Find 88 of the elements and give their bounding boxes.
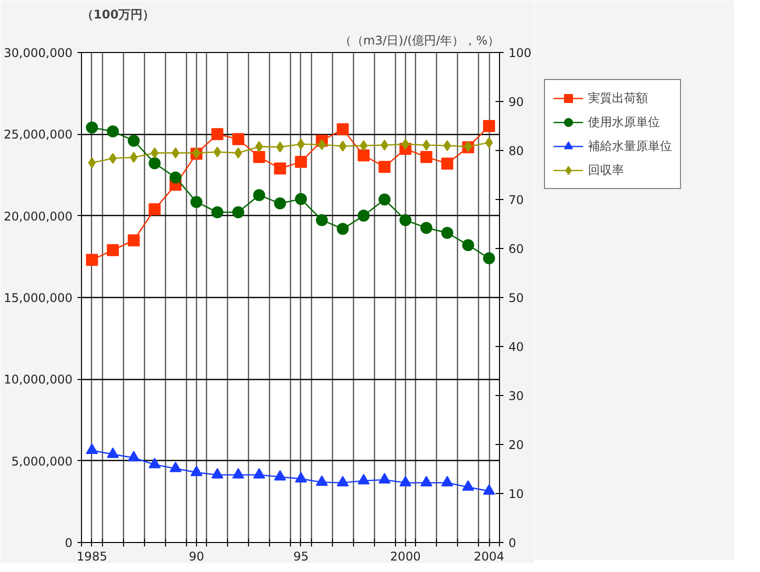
point — [399, 214, 412, 226]
x-tick-label: 2004 — [474, 550, 504, 564]
point — [170, 171, 182, 184]
point — [128, 134, 140, 147]
point — [148, 157, 161, 170]
point — [211, 128, 224, 140]
y2-tick-label: 20 — [508, 438, 524, 452]
point — [170, 462, 182, 472]
point — [190, 466, 202, 476]
x-tick-label: 95 — [293, 550, 309, 564]
point — [128, 450, 140, 462]
y-tick-label: 10,000,000 — [4, 372, 73, 387]
point — [234, 147, 242, 158]
point — [130, 152, 138, 163]
point — [378, 160, 391, 173]
point — [441, 226, 454, 239]
y2-tick-label: 90 — [508, 95, 524, 109]
point — [294, 472, 307, 482]
point — [336, 222, 349, 235]
y2-tick-label: 10 — [508, 487, 524, 501]
point — [483, 252, 496, 264]
point — [253, 151, 266, 164]
point — [211, 206, 224, 218]
legend-label: 補給水量原単位 — [588, 138, 672, 154]
point — [106, 125, 119, 138]
legend-label: 使用水原単位 — [588, 114, 660, 130]
point — [106, 447, 119, 458]
y-tick-label: 15,000,000 — [4, 291, 73, 305]
point — [338, 140, 347, 152]
point — [316, 214, 328, 226]
point — [86, 444, 98, 454]
point — [106, 244, 119, 256]
point — [378, 194, 391, 206]
y-tick-label: 25,000,000 — [4, 128, 73, 142]
point — [86, 254, 98, 266]
point — [190, 196, 202, 208]
point — [253, 189, 266, 202]
point — [294, 193, 307, 205]
x-tick-label: 90 — [188, 550, 204, 564]
point — [358, 149, 370, 162]
y2-tick-label: 80 — [508, 144, 524, 158]
point — [358, 210, 370, 222]
point — [211, 468, 224, 479]
point — [232, 468, 244, 479]
y2-tick-label: 40 — [508, 340, 524, 354]
y2-tick-label: 0 — [508, 536, 516, 550]
point — [86, 121, 98, 134]
point — [462, 239, 474, 252]
y2-tick-label: 30 — [508, 389, 524, 403]
point — [443, 140, 452, 152]
point — [336, 123, 349, 136]
point — [462, 480, 474, 491]
point — [274, 470, 286, 481]
point — [232, 133, 244, 146]
point — [483, 120, 496, 132]
y-tick-label: 5,000,000 — [11, 454, 73, 468]
y2-tick-label: 50 — [508, 291, 524, 305]
x-tick-label: 1985 — [76, 550, 108, 564]
y-tick-label: 30,000,000 — [4, 46, 73, 60]
point — [441, 158, 454, 170]
point — [128, 234, 140, 246]
x-tick-label: 2000 — [390, 550, 421, 564]
point — [378, 472, 391, 484]
point — [253, 468, 266, 479]
y2-tick-label: 100 — [508, 46, 532, 60]
point — [274, 162, 286, 174]
legend-label: 実質出荷額 — [588, 90, 648, 106]
y2-tick-label: 60 — [508, 242, 524, 256]
point — [420, 476, 432, 486]
point — [336, 476, 349, 486]
point — [483, 484, 496, 495]
y-tick-label: 0 — [64, 536, 73, 550]
point — [358, 474, 370, 484]
y-axis-title: （100万円） — [82, 8, 155, 22]
legend-label: 回収率 — [588, 162, 624, 178]
point — [316, 475, 328, 486]
point — [294, 156, 307, 168]
point — [148, 203, 161, 216]
point — [232, 206, 244, 218]
point — [399, 476, 412, 486]
y2-axis-title: （（m3/日)/(億円/年），%） — [339, 34, 500, 48]
y-tick-label: 20,000,000 — [4, 209, 73, 224]
point — [148, 458, 161, 468]
point — [420, 151, 432, 164]
point — [441, 476, 454, 486]
point — [274, 197, 286, 210]
point — [420, 222, 432, 234]
y2-tick-label: 70 — [508, 193, 524, 207]
